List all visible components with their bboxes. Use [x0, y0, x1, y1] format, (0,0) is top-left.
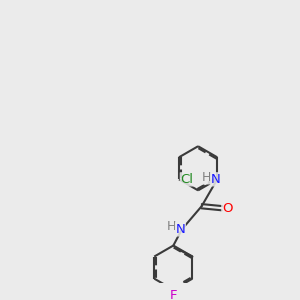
Text: N: N: [176, 223, 185, 236]
Text: O: O: [222, 202, 232, 215]
Text: H: H: [202, 171, 211, 184]
Text: Cl: Cl: [180, 173, 194, 186]
Text: F: F: [169, 290, 177, 300]
Text: N: N: [211, 173, 221, 186]
Text: H: H: [167, 220, 176, 233]
